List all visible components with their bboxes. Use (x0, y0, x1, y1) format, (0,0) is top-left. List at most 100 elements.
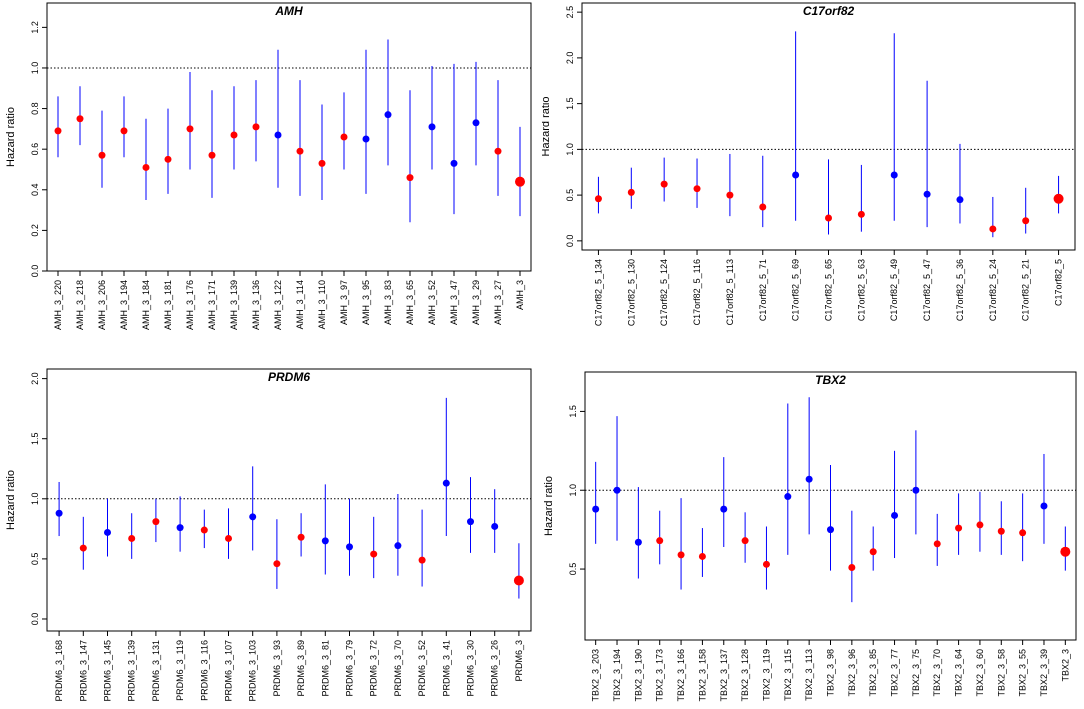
point-tbx2-3-115 (784, 493, 792, 501)
chart-title: TBX2 (815, 373, 846, 387)
x-tick-label: TBX2_3_113 (804, 649, 814, 701)
y-tick-label: 0.2 (30, 224, 40, 237)
plot-frame (46, 368, 532, 632)
point-tbx2-3-55 (1019, 529, 1027, 537)
x-tick-label: C17orf82_5_134 (593, 259, 603, 326)
point-amh-3-220 (54, 127, 62, 135)
point-amh-3-139 (230, 131, 238, 139)
point-tbx2-3-85 (869, 548, 877, 556)
chart-panel-prdm6: PRDM6 Hazard ratio 0.0 0.5 1.0 1.5 2.0 PRDM6_3_… (0, 360, 540, 704)
point-prdm6-3-119 (176, 524, 184, 532)
point-tbx2-3-58 (997, 527, 1005, 535)
point-tbx2-3-166 (677, 551, 685, 559)
x-tick-label: PRDM6_3_93 (272, 640, 282, 697)
point-amh-3-122 (274, 131, 282, 139)
point-amh-3-110 (318, 159, 326, 167)
x-tick-label: AMH_3_83 (383, 280, 393, 325)
point-prdm6-3-93 (273, 560, 281, 568)
chart-panel-c17orf82: C17orf82 Hazard ratio 0.0 0.5 1.0 1.5 2.0 2.5 C1… (540, 0, 1084, 352)
y-tick-label: 0.0 (30, 265, 40, 278)
chart-svg-tbx2: TBX2 Hazard ratio 0.5 1.0 1.5 TBX2_3_203 TBX2_… (543, 371, 1077, 702)
point-c17orf82-5-130 (627, 188, 635, 196)
point-c17orf82-5-113 (726, 191, 734, 199)
x-tick-label: C17orf82_5_69 (791, 259, 801, 321)
point-amh-3-206 (98, 151, 106, 159)
x-tick-label: PRDM6_3_70 (393, 640, 403, 697)
y-tick-label: 0.0 (565, 235, 575, 248)
x-tick-label: PRDM6_3_119 (175, 640, 185, 701)
point-tbx2-3-113 (805, 475, 813, 483)
chart-svg-prdm6: PRDM6 Hazard ratio 0.0 0.5 1.0 1.5 2.0 PRDM6_3_… (5, 368, 532, 702)
x-tick-label: AMH_3_206 (97, 280, 107, 330)
x-tick-label: AMH_3_47 (449, 280, 459, 325)
point-prdm6-3-52 (418, 556, 426, 564)
chart-title: PRDM6 (268, 370, 310, 384)
x-tick-label: AMH_3_176 (185, 280, 195, 330)
point-prdm6-3-147 (79, 544, 87, 552)
point-c17orf82-5-36 (956, 196, 964, 204)
y-tick-label: 1.5 (30, 432, 40, 445)
point-amh-3-65 (406, 174, 414, 182)
x-tick-label: PRDM6_3_168 (54, 640, 64, 702)
point-c17orf82-5-21 (1022, 217, 1030, 225)
x-tick-label: AMH_3_184 (141, 280, 151, 330)
x-tick-label: PRDM6_3_72 (369, 640, 379, 697)
x-tick-label: AMH_3_114 (295, 280, 305, 329)
point-tbx2-3-98 (827, 526, 834, 534)
point-prdm6-3-139 (128, 534, 136, 542)
x-tick-label: AMH_3 (515, 280, 525, 310)
x-tick-label: TBX2_3_96 (847, 649, 857, 697)
point-prdm6-3-72 (370, 550, 378, 558)
point-tbx2-3-158 (698, 552, 706, 560)
x-tick-label: TBX2_3_77 (890, 649, 900, 697)
point-c17orf82-5-63 (857, 210, 865, 218)
x-tick-label: TBX2_3_158 (697, 649, 707, 702)
y-tick-label: 1.2 (30, 21, 40, 34)
point-c17orf82-5-124 (660, 180, 668, 188)
x-tick-label: PRDM6_3 (514, 640, 524, 682)
point-prdm6-3-107 (225, 534, 232, 542)
point-amh-3-83 (384, 111, 392, 119)
point-tbx2-3-128 (741, 537, 749, 545)
x-tick-label: PRDM6_3_107 (224, 640, 234, 702)
x-tick-label: AMH_3_110 (317, 280, 327, 329)
point-prdm6-3-81 (321, 537, 329, 545)
x-tick-label: PRDM6_3_81 (320, 640, 330, 697)
plot-frame (46, 2, 532, 272)
y-tick-label: 2.5 (565, 6, 575, 19)
x-tick-label: TBX2_3_194 (612, 649, 622, 702)
point-c17orf82-5-65 (825, 214, 832, 222)
x-tick-label: TBX2_3_190 (633, 649, 643, 702)
x-tick-label: TBX2_3 (1060, 649, 1070, 682)
point-amh-3-194 (120, 127, 128, 135)
x-tick-label: C17orf82_5 (1054, 259, 1064, 306)
x-tick-label: PRDM6_3_145 (103, 640, 113, 702)
x-tick-label: AMH_3_65 (405, 280, 415, 325)
point-amh-3-95 (362, 135, 370, 143)
x-tick-label: AMH_3_27 (493, 280, 503, 325)
x-tick-label: TBX2_3_173 (655, 649, 665, 702)
chart-svg-c17orf82: C17orf82 Hazard ratio 0.0 0.5 1.0 1.5 2.0 2.5 C1… (540, 2, 1076, 326)
x-tick-label: C17orf82_5_21 (1021, 259, 1031, 321)
point-amh-3 (515, 176, 525, 187)
point-tbx2-3-173 (656, 537, 664, 545)
y-tick-label: 0.0 (30, 613, 40, 626)
point-tbx2-3-75 (912, 486, 920, 494)
x-tick-label: AMH_3_136 (251, 280, 261, 330)
point-amh-3-29 (472, 119, 480, 127)
chart-panel-tbx2: TBX2 Hazard ratio 0.5 1.0 1.5 TBX2_3_203 TBX2_… (542, 360, 1084, 704)
y-tick-label: 0.5 (565, 189, 575, 202)
y-tick-label: 0.6 (30, 143, 40, 156)
x-tick-label: AMH_3_220 (53, 280, 63, 330)
x-tick-label: AMH_3_29 (471, 280, 481, 325)
point-tbx2-3 (1060, 546, 1071, 557)
x-tick-label: C17orf82_5_124 (659, 259, 669, 326)
point-tbx2-3-96 (848, 563, 856, 571)
x-tick-label: TBX2_3_119 (761, 649, 771, 701)
x-tick-label: TBX2_3_58 (996, 649, 1006, 697)
chart-title: AMH (274, 4, 303, 18)
x-tick-label: TBX2_3_98 (826, 649, 836, 697)
point-prdm6-3-168 (55, 509, 63, 517)
x-tick-label: PRDM6_3_26 (490, 640, 500, 697)
point-amh-3-97 (340, 133, 348, 141)
